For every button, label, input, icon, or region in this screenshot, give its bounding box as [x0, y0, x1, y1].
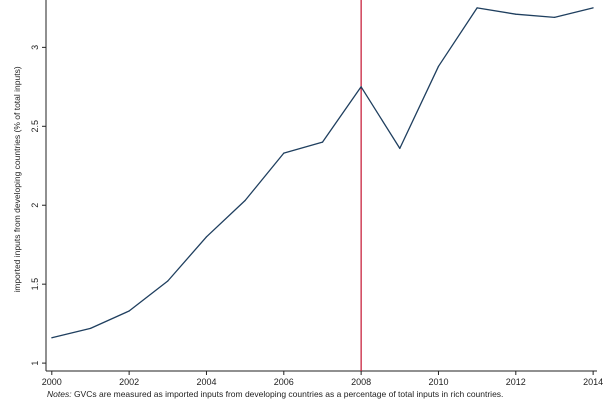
series-group	[51, 7, 594, 339]
y-tick-label: 1	[30, 361, 40, 366]
chart-note: Notes: GVCs are measured as imported inp…	[47, 389, 503, 399]
series-line	[51, 7, 594, 339]
note-label: Notes:	[47, 389, 72, 399]
data-point	[553, 16, 556, 18]
data-point	[592, 7, 594, 9]
data-point	[515, 13, 517, 15]
data-point	[283, 152, 285, 154]
data-point	[167, 280, 169, 282]
y-tick-label: 3	[30, 45, 40, 50]
data-point	[437, 65, 440, 67]
x-tick-label: 2002	[119, 377, 139, 387]
data-point	[321, 141, 324, 143]
data-point	[51, 337, 53, 339]
data-point	[205, 236, 208, 238]
note-text: GVCs are measured as imported inputs fro…	[71, 389, 504, 399]
y-tick-label: 2.5	[30, 120, 40, 133]
x-tick-label: 2006	[274, 377, 294, 387]
data-point	[244, 199, 246, 202]
x-tick-label: 2012	[506, 377, 526, 387]
x-tick-label: 2008	[351, 377, 371, 387]
data-point	[399, 147, 401, 149]
data-point	[89, 327, 92, 329]
x-tick-label: 2004	[196, 377, 216, 387]
x-tick-label: 2010	[428, 377, 448, 387]
x-tick-label: 2000	[42, 377, 62, 387]
x-tick-label: 2014	[583, 377, 603, 387]
y-tick-label: 2	[30, 203, 40, 208]
y-axis-title: imported inputs from developing countrie…	[12, 66, 22, 292]
data-point	[476, 7, 478, 9]
data-point	[128, 310, 130, 312]
chart-axes: 2000 2002 2004 2006 2008 2010 2012 2014 1 1.5 2 2.5…	[12, 0, 603, 387]
data-point	[360, 86, 362, 88]
y-tick-label: 1.5	[30, 278, 40, 291]
